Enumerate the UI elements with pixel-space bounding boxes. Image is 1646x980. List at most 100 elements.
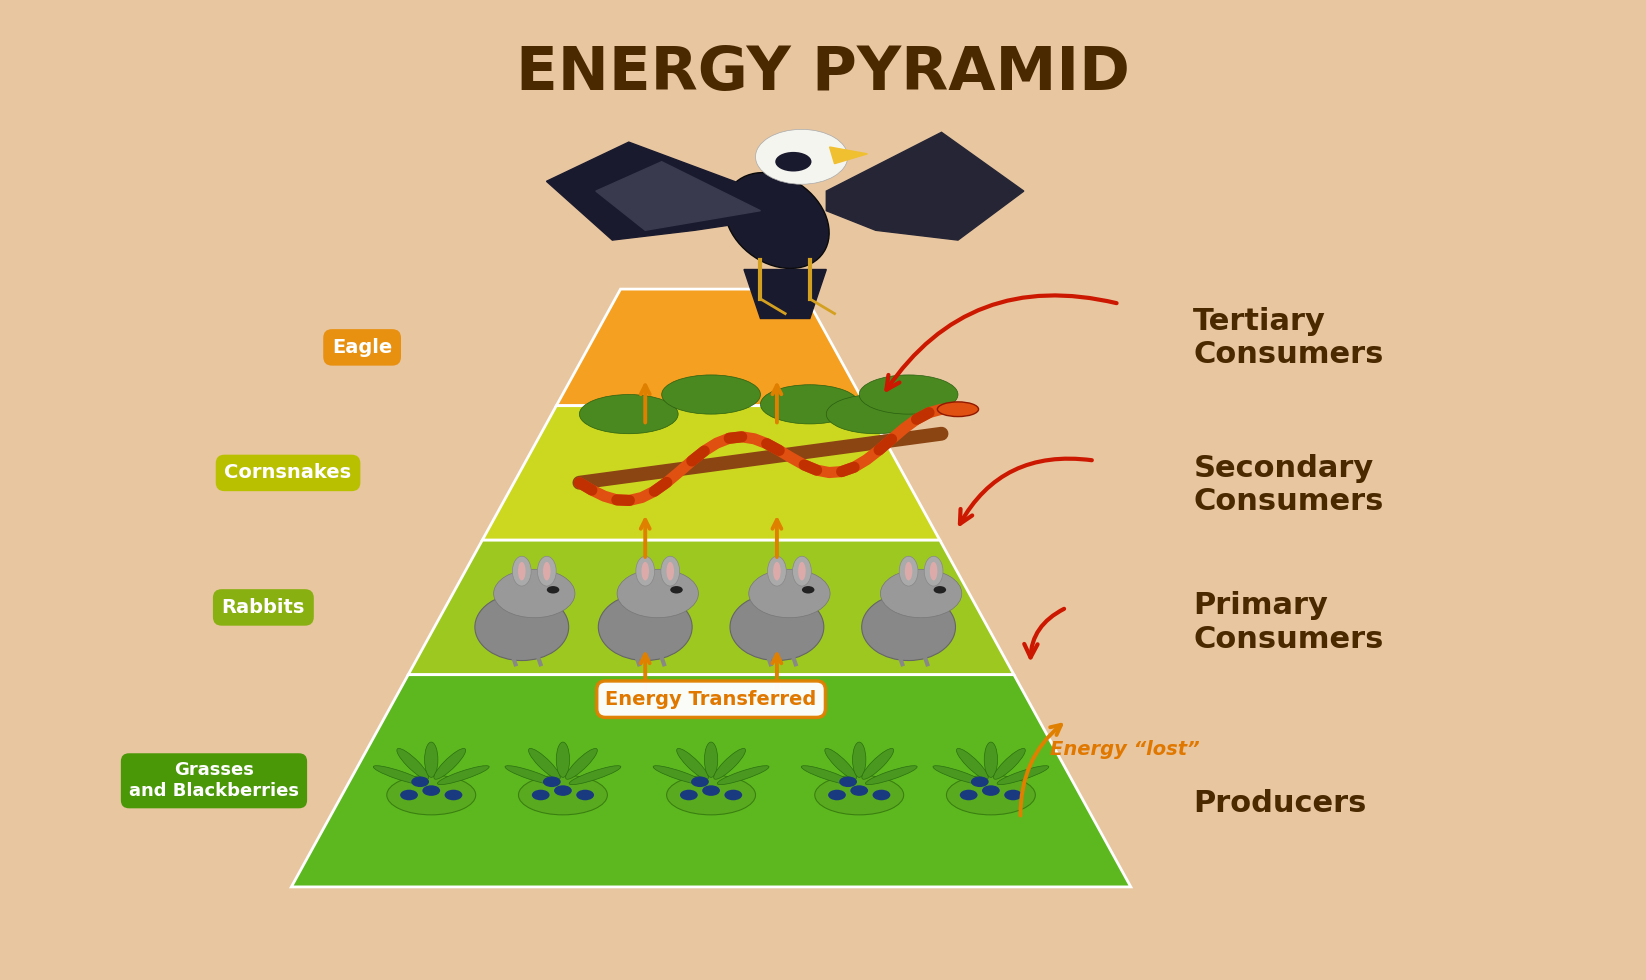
Ellipse shape bbox=[537, 557, 556, 586]
Circle shape bbox=[971, 776, 989, 787]
Text: ENERGY PYRAMID: ENERGY PYRAMID bbox=[515, 44, 1131, 103]
Ellipse shape bbox=[946, 775, 1035, 814]
Polygon shape bbox=[830, 147, 867, 164]
Text: Rabbits: Rabbits bbox=[222, 598, 305, 617]
Polygon shape bbox=[482, 406, 940, 540]
Circle shape bbox=[960, 790, 978, 801]
Ellipse shape bbox=[474, 594, 570, 661]
Circle shape bbox=[724, 790, 742, 801]
Ellipse shape bbox=[984, 742, 997, 777]
Text: Cornsnakes: Cornsnakes bbox=[224, 464, 352, 482]
Ellipse shape bbox=[518, 562, 525, 580]
Ellipse shape bbox=[994, 749, 1025, 779]
Text: Energy “lost”: Energy “lost” bbox=[1050, 740, 1200, 760]
Circle shape bbox=[680, 790, 698, 801]
Circle shape bbox=[851, 785, 867, 796]
Circle shape bbox=[412, 776, 430, 787]
Polygon shape bbox=[744, 270, 826, 318]
Circle shape bbox=[1004, 790, 1022, 801]
Ellipse shape bbox=[653, 765, 704, 785]
Circle shape bbox=[555, 785, 571, 796]
Ellipse shape bbox=[925, 557, 943, 586]
Ellipse shape bbox=[642, 562, 649, 580]
Ellipse shape bbox=[667, 775, 756, 814]
Circle shape bbox=[400, 790, 418, 801]
Circle shape bbox=[543, 776, 561, 787]
Polygon shape bbox=[556, 289, 866, 406]
Text: Energy Transferred: Energy Transferred bbox=[606, 690, 816, 709]
Circle shape bbox=[749, 569, 830, 617]
Ellipse shape bbox=[387, 775, 476, 814]
Polygon shape bbox=[826, 132, 1024, 240]
Circle shape bbox=[423, 785, 439, 796]
Ellipse shape bbox=[397, 749, 428, 779]
Ellipse shape bbox=[866, 765, 917, 785]
Text: Primary
Consumers: Primary Consumers bbox=[1193, 591, 1384, 654]
Circle shape bbox=[576, 790, 594, 801]
Ellipse shape bbox=[956, 749, 988, 779]
Ellipse shape bbox=[767, 557, 787, 586]
Ellipse shape bbox=[729, 594, 823, 661]
Circle shape bbox=[546, 586, 560, 594]
Ellipse shape bbox=[660, 557, 680, 586]
Circle shape bbox=[691, 776, 709, 787]
Ellipse shape bbox=[374, 765, 425, 785]
Polygon shape bbox=[291, 674, 1131, 887]
Text: Tertiary
Consumers: Tertiary Consumers bbox=[1193, 307, 1384, 369]
Circle shape bbox=[828, 790, 846, 801]
Ellipse shape bbox=[826, 395, 925, 434]
Text: Producers: Producers bbox=[1193, 789, 1366, 818]
Ellipse shape bbox=[667, 562, 673, 580]
Ellipse shape bbox=[899, 557, 918, 586]
Ellipse shape bbox=[863, 594, 955, 661]
Ellipse shape bbox=[714, 749, 746, 779]
Ellipse shape bbox=[599, 594, 691, 661]
Polygon shape bbox=[408, 540, 1014, 674]
Ellipse shape bbox=[528, 749, 560, 779]
Ellipse shape bbox=[997, 765, 1049, 785]
Ellipse shape bbox=[556, 742, 570, 777]
Ellipse shape bbox=[718, 765, 769, 785]
Ellipse shape bbox=[802, 765, 853, 785]
Ellipse shape bbox=[438, 765, 489, 785]
Ellipse shape bbox=[662, 375, 760, 415]
Ellipse shape bbox=[566, 749, 597, 779]
Ellipse shape bbox=[512, 557, 532, 586]
Ellipse shape bbox=[815, 775, 904, 814]
Ellipse shape bbox=[774, 562, 780, 580]
Text: Secondary
Consumers: Secondary Consumers bbox=[1193, 454, 1384, 516]
Ellipse shape bbox=[792, 557, 811, 586]
Ellipse shape bbox=[930, 562, 937, 580]
Ellipse shape bbox=[724, 172, 830, 269]
Circle shape bbox=[839, 776, 858, 787]
Ellipse shape bbox=[543, 562, 550, 580]
Text: Eagle: Eagle bbox=[332, 338, 392, 357]
Circle shape bbox=[881, 569, 961, 617]
Ellipse shape bbox=[435, 749, 466, 779]
Ellipse shape bbox=[905, 562, 912, 580]
Ellipse shape bbox=[863, 749, 894, 779]
Circle shape bbox=[703, 785, 719, 796]
Text: Grasses
and Blackberries: Grasses and Blackberries bbox=[128, 761, 300, 801]
Circle shape bbox=[872, 790, 890, 801]
Ellipse shape bbox=[760, 385, 859, 424]
Ellipse shape bbox=[579, 395, 678, 434]
Circle shape bbox=[670, 586, 683, 594]
Ellipse shape bbox=[505, 765, 556, 785]
Ellipse shape bbox=[859, 375, 958, 415]
Circle shape bbox=[756, 129, 848, 184]
Circle shape bbox=[983, 785, 999, 796]
Circle shape bbox=[802, 586, 815, 594]
Ellipse shape bbox=[704, 742, 718, 777]
Ellipse shape bbox=[570, 765, 621, 785]
Ellipse shape bbox=[425, 742, 438, 777]
Circle shape bbox=[494, 569, 574, 617]
Ellipse shape bbox=[798, 562, 805, 580]
Ellipse shape bbox=[825, 749, 856, 779]
Ellipse shape bbox=[775, 152, 811, 172]
Circle shape bbox=[444, 790, 463, 801]
Ellipse shape bbox=[853, 742, 866, 777]
Ellipse shape bbox=[937, 402, 978, 416]
Polygon shape bbox=[596, 162, 760, 230]
Ellipse shape bbox=[518, 775, 607, 814]
